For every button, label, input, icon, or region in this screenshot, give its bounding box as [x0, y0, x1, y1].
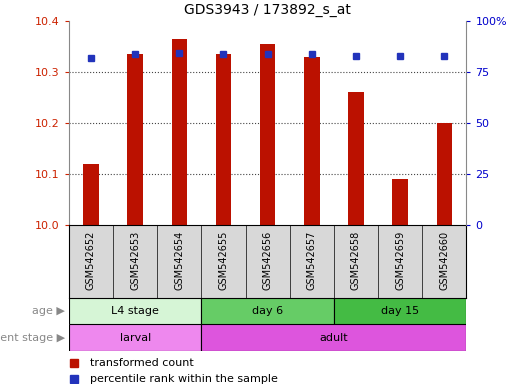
- Bar: [260, 44, 276, 225]
- Text: day 6: day 6: [252, 306, 283, 316]
- Bar: [348, 93, 364, 225]
- Text: GSM542659: GSM542659: [395, 230, 405, 290]
- Text: adult: adult: [320, 333, 348, 343]
- Text: transformed count: transformed count: [90, 358, 194, 368]
- Bar: [201, 324, 466, 351]
- Text: GSM542652: GSM542652: [86, 230, 96, 290]
- Text: GSM542660: GSM542660: [439, 230, 449, 290]
- Text: GSM542656: GSM542656: [263, 230, 272, 290]
- Text: GSM542658: GSM542658: [351, 230, 361, 290]
- Bar: [83, 164, 99, 225]
- Bar: [127, 54, 143, 225]
- Text: GSM542653: GSM542653: [130, 230, 140, 290]
- Bar: [69, 298, 201, 324]
- Text: development stage ▶: development stage ▶: [0, 333, 65, 343]
- Bar: [201, 298, 334, 324]
- Text: GSM542655: GSM542655: [218, 230, 228, 290]
- Bar: [392, 179, 408, 225]
- Text: GSM542654: GSM542654: [174, 230, 184, 290]
- Title: GDS3943 / 173892_s_at: GDS3943 / 173892_s_at: [184, 3, 351, 17]
- Bar: [172, 39, 187, 225]
- Text: GSM542657: GSM542657: [307, 230, 317, 290]
- Text: L4 stage: L4 stage: [111, 306, 159, 316]
- Text: age ▶: age ▶: [32, 306, 65, 316]
- Bar: [437, 123, 452, 225]
- Text: larval: larval: [120, 333, 151, 343]
- Bar: [304, 57, 320, 225]
- Bar: [334, 298, 466, 324]
- Bar: [69, 324, 201, 351]
- Bar: [216, 54, 231, 225]
- Text: percentile rank within the sample: percentile rank within the sample: [90, 374, 278, 384]
- Text: day 15: day 15: [381, 306, 419, 316]
